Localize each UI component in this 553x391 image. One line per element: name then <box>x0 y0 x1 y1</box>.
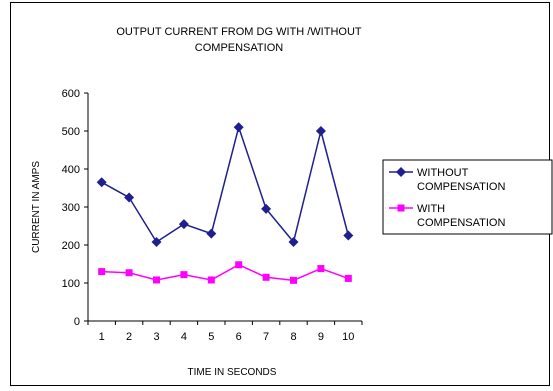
x-tick-label: 10 <box>342 331 354 343</box>
series-1-point <box>288 236 299 247</box>
x-tick-label: 6 <box>236 331 242 343</box>
y-tick-label: 0 <box>74 316 80 328</box>
legend: WITHOUT COMPENSATION WITH COMPENSATION <box>382 159 553 235</box>
x-tick-label: 3 <box>153 331 159 343</box>
y-tick-label: 200 <box>62 240 80 252</box>
y-axis-label: CURRENT IN AMPS <box>31 161 42 253</box>
series-2-point <box>98 268 106 276</box>
legend-label-1-line-2: COMPENSATION <box>417 181 505 193</box>
x-tick-label: 4 <box>181 331 187 343</box>
series-2-point <box>207 276 215 284</box>
series-2-point <box>125 269 133 277</box>
series-2-point <box>180 271 188 279</box>
y-tick-label: 100 <box>62 278 80 290</box>
legend-label-2-line-1: WITH <box>417 203 445 215</box>
x-tick-label: 1 <box>99 331 105 343</box>
series-1-point <box>261 203 272 214</box>
series-1-point <box>315 126 326 136</box>
series-1-point <box>206 228 217 239</box>
series-2-line <box>101 263 349 282</box>
y-tick-label: 300 <box>62 202 80 214</box>
series-2-point <box>153 276 160 284</box>
x-tick-label: 5 <box>208 331 214 343</box>
legend-swatch-marker-1 <box>396 167 406 177</box>
y-tick-label: 500 <box>62 126 80 138</box>
x-tick-label: 7 <box>263 331 269 343</box>
series-2-point <box>262 273 270 281</box>
chart-title-line-2: COMPENSATION <box>195 42 283 54</box>
plot-area: 0 100 200 300 400 500 600 1 2 3 4 5 6 7 8 9 10 <box>62 88 363 343</box>
series-1-line <box>101 124 350 244</box>
legend-swatch-marker-2 <box>397 204 405 212</box>
x-tick-label: 8 <box>290 331 296 343</box>
series-1-point <box>124 192 135 203</box>
series-1-point <box>233 122 244 133</box>
x-tick-label: 2 <box>126 331 132 343</box>
legend-label-2-line-2: COMPENSATION <box>417 217 505 229</box>
series-2-point <box>290 276 297 284</box>
y-tick-label: 400 <box>62 164 80 176</box>
series-2-point <box>344 274 352 282</box>
x-tick-label: 9 <box>318 331 324 343</box>
series-2-point <box>235 261 243 269</box>
legend-label-1-line-1: WITHOUT <box>417 167 469 179</box>
series-1-point <box>151 236 162 247</box>
series-1-point <box>178 219 189 230</box>
series-1-point <box>343 230 354 241</box>
chart-title-line-1: OUTPUT CURRENT FROM DG WITH /WITHOUT <box>116 26 362 38</box>
x-axis-label: TIME IN SECONDS <box>188 367 277 378</box>
series-2-point <box>317 265 325 273</box>
y-tick-label: 600 <box>62 88 80 100</box>
series-1-point <box>96 177 107 188</box>
